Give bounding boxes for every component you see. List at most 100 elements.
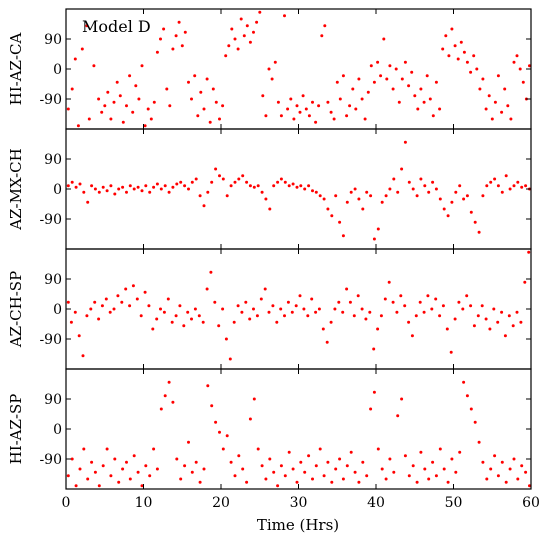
data-point: [214, 100, 218, 104]
data-point: [179, 477, 183, 481]
data-point: [258, 10, 262, 14]
data-point: [112, 100, 116, 104]
data-point: [376, 60, 380, 64]
data-point: [198, 194, 202, 198]
data-point: [167, 190, 171, 194]
data-point: [318, 194, 322, 198]
data-point: [218, 174, 221, 178]
data-point: [233, 474, 237, 478]
data-point: [445, 327, 449, 331]
data-point: [334, 467, 338, 471]
data-point: [306, 314, 310, 318]
data-point: [485, 477, 489, 481]
data-point: [193, 74, 197, 78]
data-point: [484, 317, 488, 321]
data-point: [515, 310, 519, 314]
data-point: [345, 200, 349, 204]
data-point: [318, 447, 322, 451]
data-point: [438, 107, 442, 111]
data-point: [508, 467, 512, 471]
data-point: [387, 280, 391, 284]
data-point: [311, 477, 314, 481]
data-point: [93, 470, 97, 474]
data-point: [403, 304, 407, 308]
data-point: [465, 60, 469, 64]
data-point: [76, 124, 80, 128]
data-point: [205, 287, 209, 291]
y-tick-label: -90: [39, 212, 62, 228]
data-point: [322, 197, 326, 201]
data-point: [148, 474, 152, 478]
data-point: [90, 460, 94, 464]
x-axis-label: Time (Hrs): [257, 516, 339, 534]
data-point: [477, 440, 481, 444]
data-point: [116, 294, 120, 298]
data-point: [410, 334, 414, 338]
data-point: [446, 480, 450, 484]
data-point: [330, 480, 334, 484]
data-point: [196, 114, 200, 118]
data-point: [411, 187, 415, 191]
model-annotation: Model D: [82, 17, 151, 36]
data-point: [294, 304, 298, 308]
x-tick-label: 40: [367, 495, 385, 511]
data-point: [109, 474, 113, 478]
data-point: [242, 34, 246, 38]
data-point: [372, 347, 376, 351]
data-point: [125, 190, 128, 194]
data-point: [438, 447, 442, 451]
data-point: [383, 297, 387, 301]
data-point: [361, 460, 365, 464]
data-point: [444, 34, 448, 38]
data-point: [462, 50, 466, 54]
data-point: [473, 220, 477, 224]
data-point: [419, 87, 423, 91]
data-point: [430, 307, 434, 311]
data-point: [423, 467, 427, 471]
data-point: [82, 190, 86, 194]
data-point: [527, 250, 531, 254]
panel-1-points: [66, 10, 531, 128]
data-point: [210, 180, 214, 184]
data-point: [334, 194, 338, 198]
data-point: [528, 484, 531, 488]
data-point: [311, 189, 314, 193]
data-point: [314, 310, 318, 314]
panel-2-points: [66, 140, 531, 241]
data-point: [125, 104, 128, 108]
data-point: [260, 190, 264, 194]
data-point: [85, 24, 89, 28]
data-point: [472, 54, 476, 58]
data-point: [442, 467, 446, 471]
data-point: [507, 314, 511, 318]
data-point: [477, 230, 481, 234]
data-point: [214, 167, 218, 171]
data-point: [503, 334, 507, 338]
data-point: [149, 117, 153, 121]
data-point: [144, 184, 148, 188]
data-point: [229, 460, 233, 464]
data-point: [275, 320, 279, 324]
data-point: [210, 404, 214, 408]
data-point: [121, 185, 125, 189]
data-point: [211, 87, 215, 91]
data-point: [447, 54, 451, 58]
data-point: [481, 77, 485, 81]
data-point: [291, 182, 295, 186]
data-point: [469, 70, 473, 74]
data-point: [170, 320, 174, 324]
data-point: [286, 107, 290, 111]
data-point: [131, 110, 135, 114]
data-point: [423, 184, 427, 188]
panel-3-points: [66, 250, 531, 361]
data-point: [506, 104, 510, 108]
data-point: [349, 450, 353, 454]
data-point: [228, 357, 232, 361]
data-point: [392, 470, 396, 474]
data-point: [311, 100, 314, 104]
data-point: [496, 320, 500, 324]
data-point: [446, 214, 450, 218]
data-point: [168, 104, 172, 108]
data-point: [450, 457, 454, 461]
data-point: [295, 104, 299, 108]
